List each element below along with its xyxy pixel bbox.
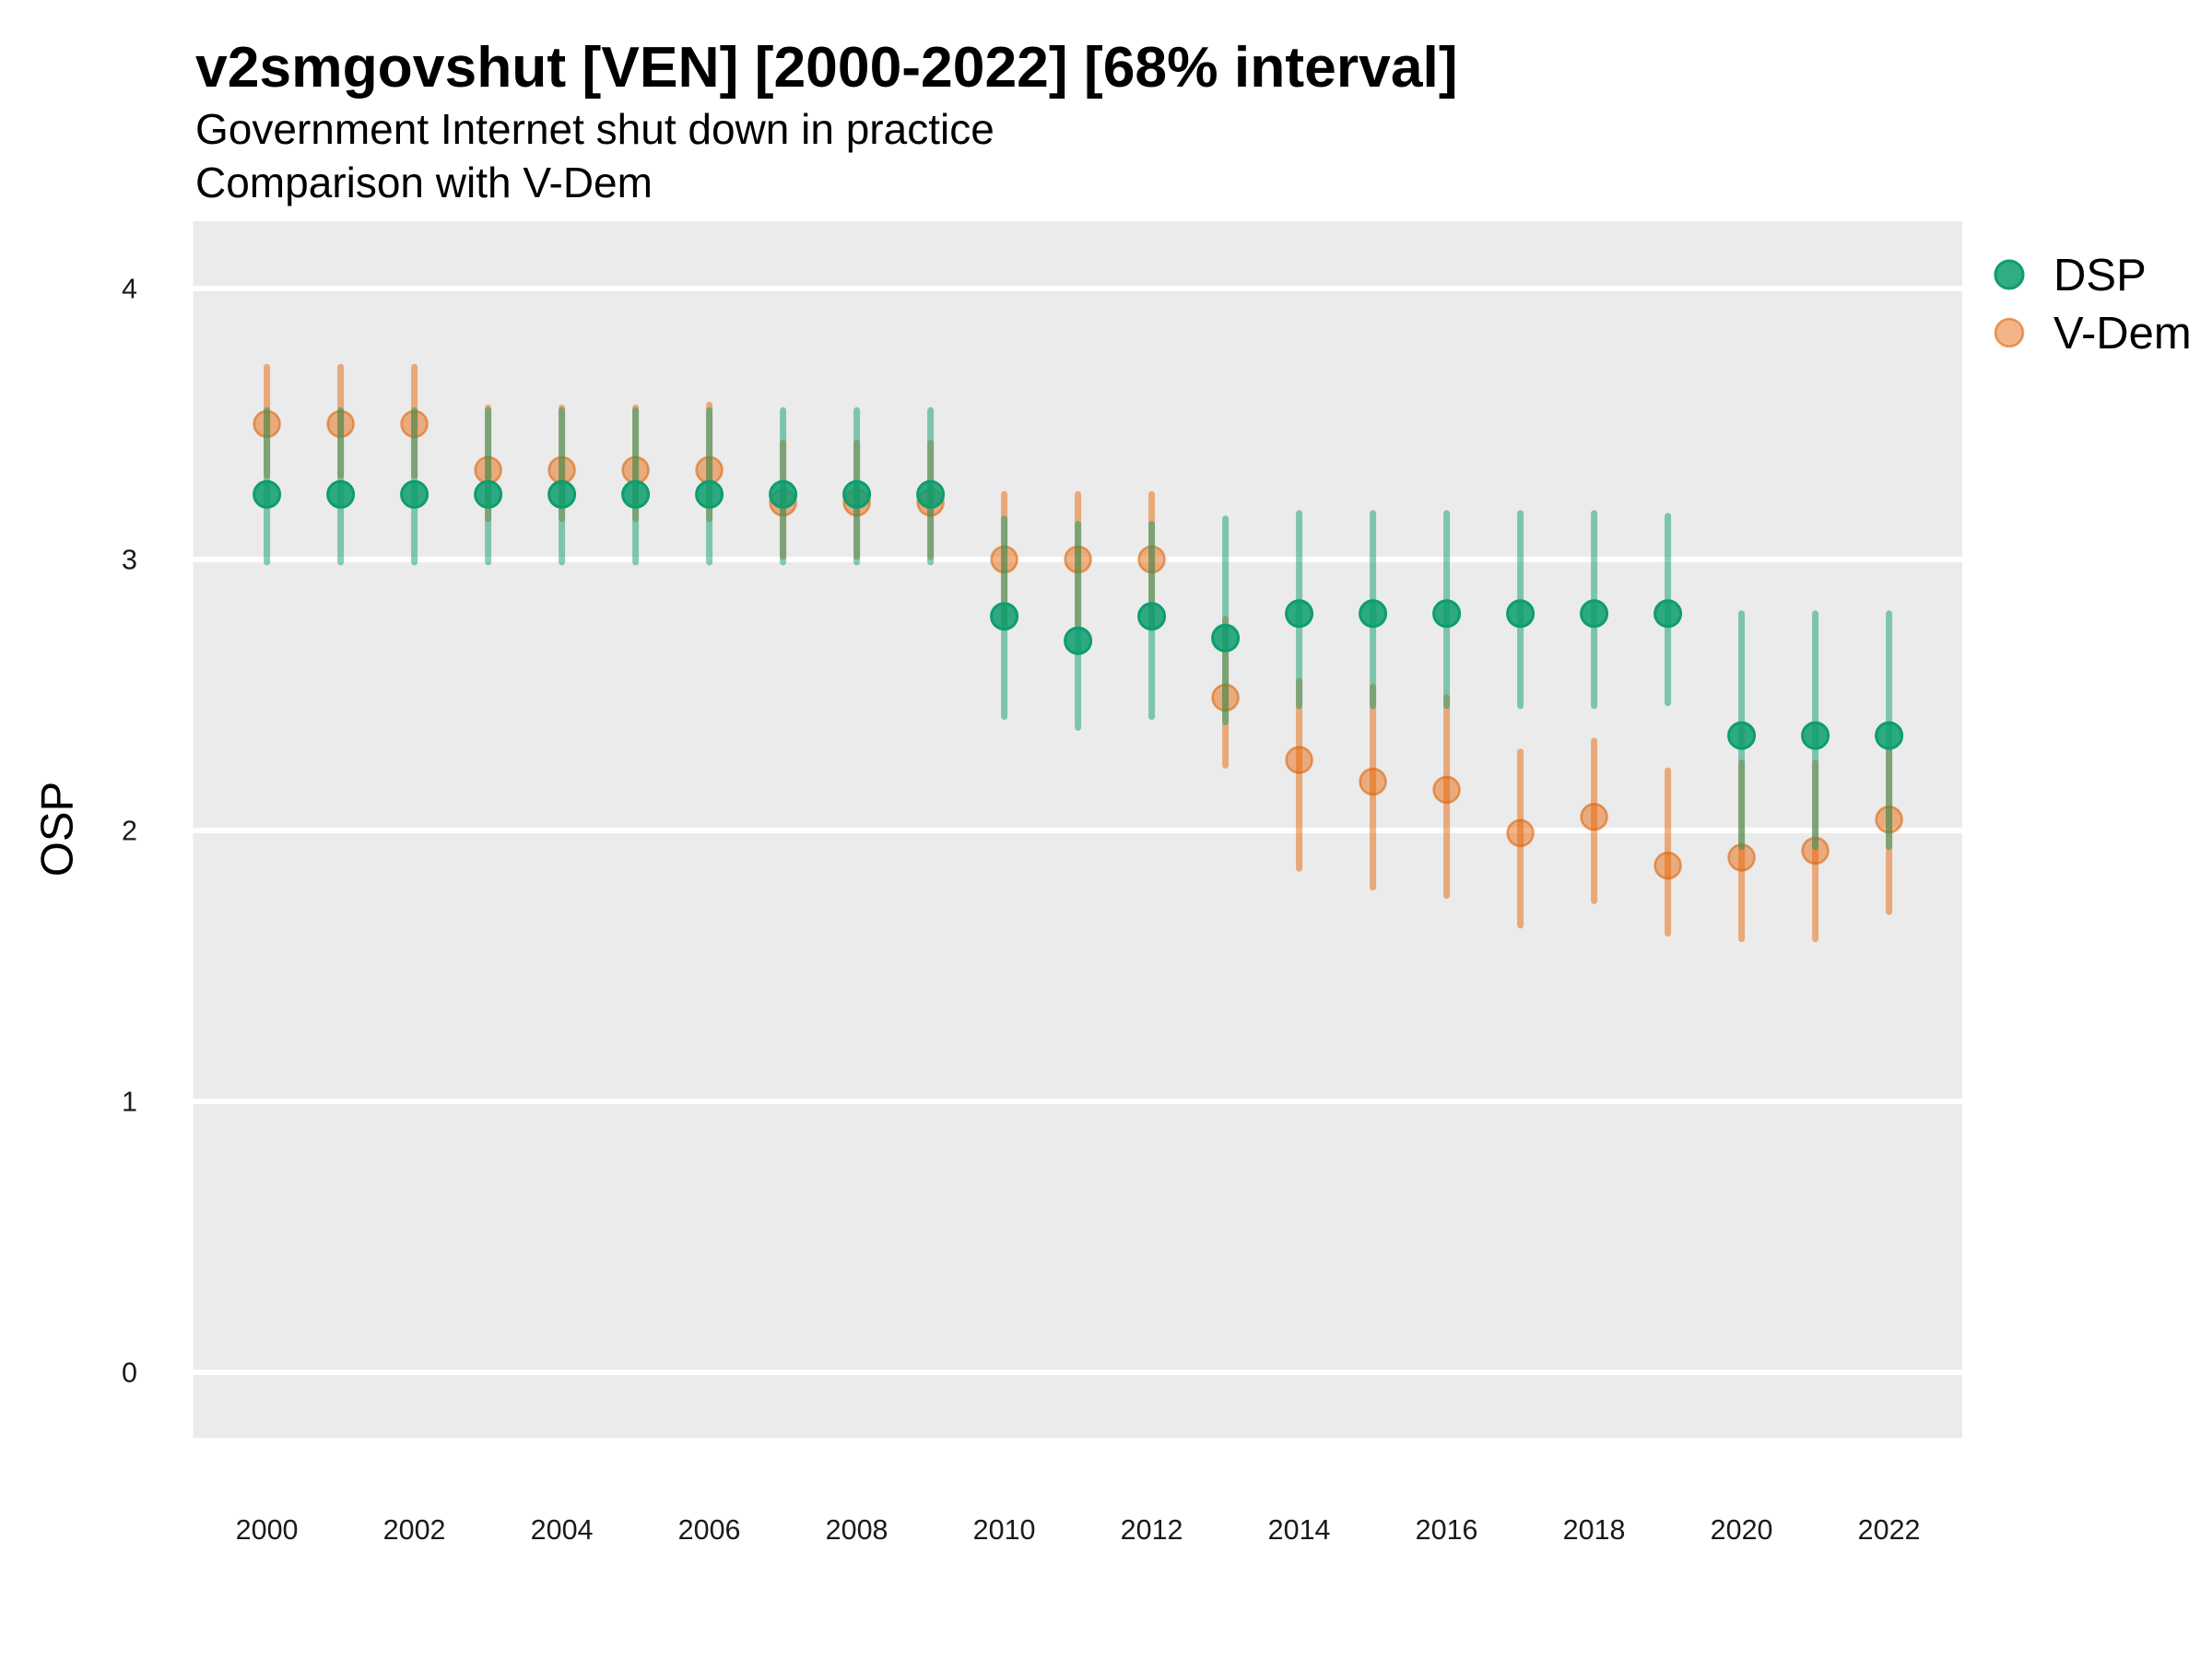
svg-text:2006: 2006 xyxy=(678,1514,741,1546)
svg-text:2004: 2004 xyxy=(531,1514,594,1546)
svg-text:3: 3 xyxy=(122,545,137,576)
svg-text:2010: 2010 xyxy=(973,1514,1036,1546)
svg-text:2002: 2002 xyxy=(383,1514,446,1546)
svg-text:2018: 2018 xyxy=(1563,1514,1626,1546)
svg-text:v2smgovshut [VEN] [2000-2022]: v2smgovshut [VEN] [2000-2022] [68% inter… xyxy=(195,36,1458,100)
svg-text:2008: 2008 xyxy=(826,1514,888,1546)
svg-text:Government Internet shut down: Government Internet shut down in practic… xyxy=(195,105,994,153)
svg-text:2014: 2014 xyxy=(1268,1514,1331,1546)
svg-text:2022: 2022 xyxy=(1858,1514,1921,1546)
svg-text:Comparison with V-Dem: Comparison with V-Dem xyxy=(195,159,653,206)
svg-text:2000: 2000 xyxy=(236,1514,299,1546)
svg-text:V-Dem: V-Dem xyxy=(2053,309,2192,359)
svg-text:1: 1 xyxy=(122,1087,137,1118)
svg-text:2012: 2012 xyxy=(1121,1514,1183,1546)
svg-text:0: 0 xyxy=(122,1358,137,1389)
svg-text:DSP: DSP xyxy=(2053,251,2147,300)
svg-text:2016: 2016 xyxy=(1416,1514,1478,1546)
svg-text:4: 4 xyxy=(122,274,137,305)
svg-text:2: 2 xyxy=(122,816,137,847)
svg-text:2020: 2020 xyxy=(1711,1514,1773,1546)
svg-text:OSP: OSP xyxy=(33,782,83,877)
